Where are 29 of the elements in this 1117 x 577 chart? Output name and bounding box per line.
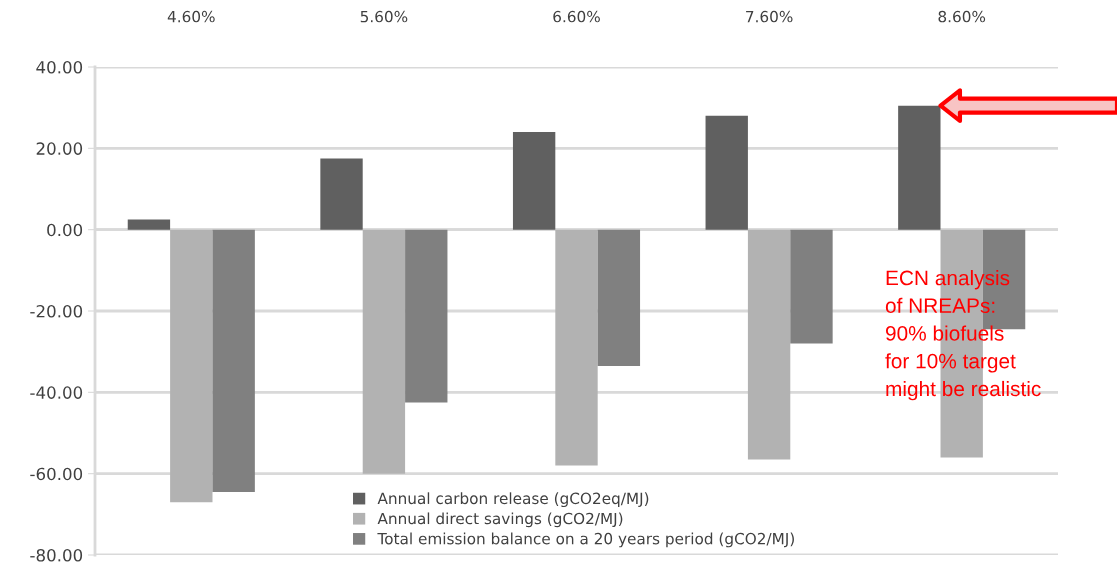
bar [170,229,213,503]
legend-label: Annual direct savings (gCO2/MJ) [377,512,623,528]
bar [747,229,791,460]
x-tick-label: 8.60% [938,10,986,23]
bar [362,229,406,474]
bar [512,132,556,230]
bar [705,115,748,230]
legend-label: Total emission balance on a 20 years period (gCO2/MJ) [377,532,794,548]
x-tick-label: 5.60% [360,10,408,23]
bar [898,105,941,230]
bar [320,158,363,230]
legend-label: Annual carbon release (gCO2eq/MJ) [377,492,649,508]
y-tick-label: 0.00 [47,223,83,237]
bar [790,229,833,344]
x-tick-label: 6.60% [553,10,600,23]
bar [405,229,448,403]
x-tick-label: 4.60% [167,10,215,23]
bar [212,229,255,492]
y-tick-label: -20.00 [30,304,83,318]
annotation: ECN analysis of NREAPs: 90% biofuels for 10% target might be realistic [885,270,1041,401]
bar [597,229,641,366]
y-tick-label: -40.00 [30,386,83,399]
y-tick-label: -80.00 [30,548,83,562]
y-tick-label: -60.00 [30,467,83,481]
bar [127,219,171,230]
bar [555,229,598,466]
y-tick-label: 40.00 [36,60,83,74]
x-tick-label: 7.60% [746,10,793,23]
y-tick-label: 20.00 [36,142,83,155]
